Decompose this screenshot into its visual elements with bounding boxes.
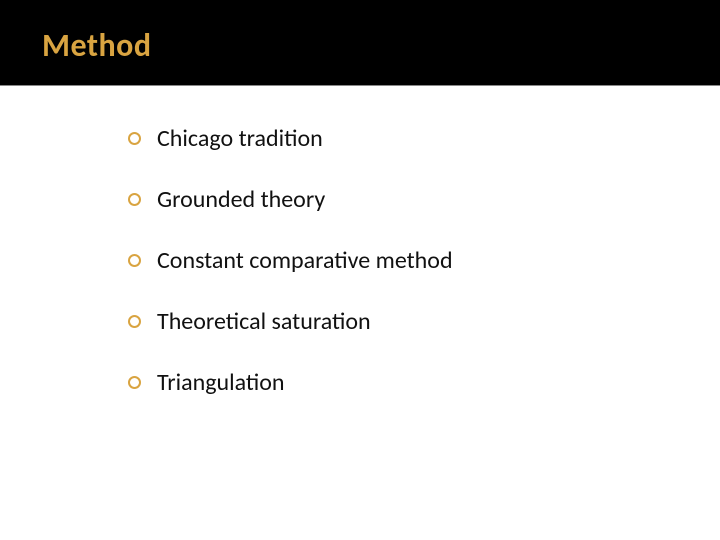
slide-header: Method bbox=[0, 0, 720, 86]
list-item: Chicago tradition bbox=[128, 124, 720, 153]
list-item: Constant comparative method bbox=[128, 246, 720, 275]
list-item-text: Chicago tradition bbox=[157, 124, 323, 153]
list-item: Grounded theory bbox=[128, 185, 720, 214]
slide-title: Method bbox=[42, 26, 720, 65]
bullet-icon bbox=[128, 376, 141, 389]
list-item: Theoretical saturation bbox=[128, 307, 720, 336]
list-item-text: Constant comparative method bbox=[157, 246, 453, 275]
bullet-icon bbox=[128, 315, 141, 328]
list-item-text: Triangulation bbox=[157, 368, 285, 397]
bullet-icon bbox=[128, 254, 141, 267]
list-item-text: Theoretical saturation bbox=[157, 307, 371, 336]
bullet-icon bbox=[128, 193, 141, 206]
list-item-text: Grounded theory bbox=[157, 185, 325, 214]
slide-body: Chicago tradition Grounded theory Consta… bbox=[0, 86, 720, 397]
bullet-icon bbox=[128, 132, 141, 145]
list-item: Triangulation bbox=[128, 368, 720, 397]
